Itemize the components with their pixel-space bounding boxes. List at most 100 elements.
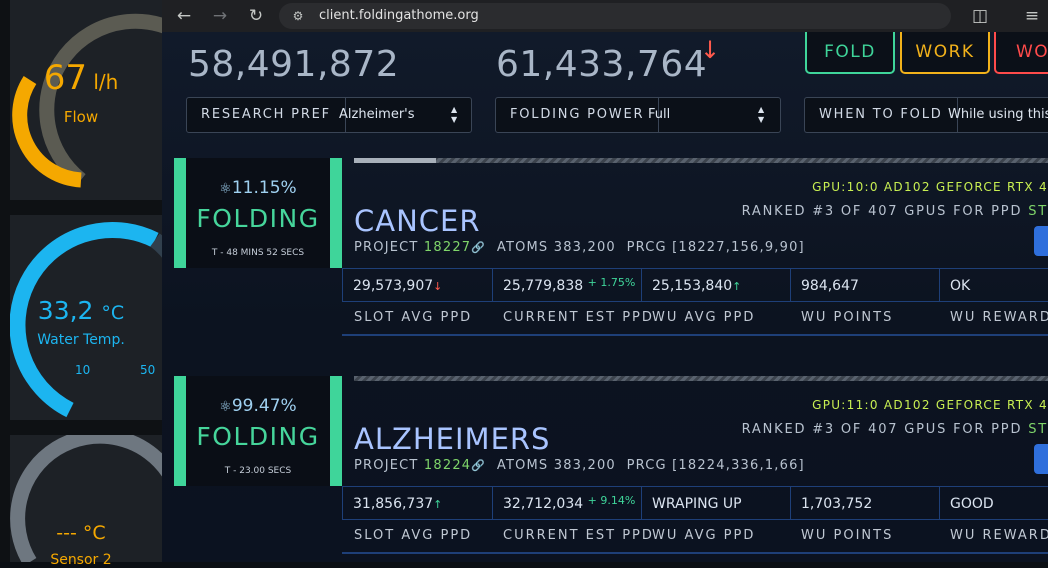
sensor2-gauge-card	[10, 435, 162, 562]
flask-icon: ⚛	[219, 399, 232, 415]
fold-button[interactable]: FOLD	[805, 32, 895, 74]
grid-divider	[342, 552, 1048, 554]
water-gauge-fill	[10, 222, 159, 418]
slot-status-bar-left	[174, 158, 186, 268]
time-remaining: T - 23.00 SECS	[224, 466, 292, 476]
header-wu-avg-ppd: WU AVG PPD	[652, 310, 756, 325]
flow-value: 67 l/h	[43, 58, 119, 98]
header-wu-points: WU POINTS	[801, 310, 894, 325]
cause-title: CANCER	[354, 204, 481, 238]
extensions-icon[interactable]: ◫	[971, 6, 989, 26]
slot-status-2: ⚛99.47% FOLDING T - 23.00 SECS	[174, 376, 342, 486]
link-icon[interactable]: 🔗	[471, 241, 487, 254]
wu-points-cell: 1,703,752	[790, 486, 939, 520]
folding-power-value[interactable]: Full	[648, 107, 671, 122]
sensor2-value: --- °C	[56, 522, 106, 544]
address-bar[interactable]: ⚙ client.foldingathome.org	[279, 3, 951, 29]
header-wu-avg-ppd: WU AVG PPD	[652, 528, 756, 543]
water-temp-max: 50	[140, 363, 156, 377]
research-pref-value[interactable]: Alzheimer's	[339, 107, 415, 122]
folding-power-select[interactable]: FOLDING POWER Full ▲ ▼	[495, 97, 781, 133]
water-temp-label: Water Temp.	[37, 332, 125, 348]
gpu-label: GPU:11:0 AD102 GEFORCE RTX 4	[812, 398, 1048, 412]
water-gauge-track	[150, 233, 162, 258]
gpu-rank: RANKED #3 OF 407 GPUS FOR PPD ST	[741, 422, 1048, 437]
water-temp-value: 33,2 °C	[37, 296, 125, 325]
link-icon[interactable]: 🔗	[471, 459, 487, 472]
research-pref-select[interactable]: RESEARCH PREF Alzheimer's ▲ ▼	[186, 97, 472, 133]
wu-reward-cell: GOOD	[939, 486, 1048, 520]
flow-label: Flow	[63, 108, 99, 126]
when-to-fold-select[interactable]: WHEN TO FOLD While using this	[804, 97, 1048, 133]
slot-state: FOLDING	[196, 422, 320, 451]
water-temp-min: 10	[75, 363, 91, 377]
progress-percent: ⚛99.47%	[219, 396, 297, 416]
reading-list-icon[interactable]: ≡	[1024, 6, 1040, 26]
sensor2-gauge	[10, 435, 162, 562]
total-ppd-value: 58,491,872	[188, 44, 400, 85]
gpu-label: GPU:10:0 AD102 GEFORCE RTX 4	[812, 180, 1048, 194]
slot-stats-grid: 31,856,737↑ 32,712,034 + 9.14% WRAPING U…	[342, 486, 1048, 556]
current-est-ppd-cell: 32,712,034 + 9.14%	[492, 486, 641, 520]
estimated-ppd-value: 61,433,764	[496, 44, 708, 85]
wu-avg-ppd-cell: WRAPING UP	[641, 486, 790, 520]
progress-stripe	[354, 376, 1048, 381]
wu-avg-ppd-cell: 25,153,840↑	[641, 268, 790, 302]
time-remaining: T - 48 MINS 52 SECS	[211, 248, 305, 258]
slot-action-button[interactable]	[1034, 226, 1048, 256]
folding-power-label: FOLDING POWER	[496, 98, 660, 132]
sensor2-label: Sensor 2	[50, 552, 112, 568]
header-current-est-ppd: CURRENT EST PPD	[503, 528, 654, 543]
when-to-fold-value[interactable]: While using this	[948, 107, 1048, 122]
wu-reward-cell: OK	[939, 268, 1048, 302]
cause-title: ALZHEIMERS	[354, 422, 551, 456]
url-text[interactable]: client.foldingathome.org	[319, 8, 479, 23]
flow-gauge	[12, 13, 162, 188]
folding-power-chevron-icon[interactable]: ▲ ▼	[758, 105, 765, 124]
flow-gauge-track	[39, 13, 162, 186]
sensor-dashboard: 67 l/h Flow 33,2 °C Water Temp. 10 50 --…	[0, 0, 162, 568]
slot-status-bar-right	[330, 158, 342, 268]
project-link[interactable]: 18224	[423, 458, 472, 473]
water-gauge-card	[10, 215, 162, 420]
slot-stats-grid: 29,573,907↓ 25,779,838 + 1.75% 25,153,84…	[342, 268, 1048, 338]
research-pref-label: RESEARCH PREF	[187, 98, 346, 132]
header-slot-avg-ppd: SLOT AVG PPD	[354, 528, 473, 543]
research-pref-chevron-icon[interactable]: ▲ ▼	[451, 105, 458, 124]
folding-client-page: 58,491,872 61,433,764 ↓ FOLD WORK WO RES…	[162, 32, 1048, 562]
project-info: PROJECT 18227🔗 ATOMS 383,200 PRCG [18227…	[354, 240, 805, 255]
header-slot-avg-ppd: SLOT AVG PPD	[354, 310, 473, 325]
sensor2-gauge-track	[10, 435, 162, 562]
gpu-rank: RANKED #3 OF 407 GPUS FOR PPD ST	[741, 204, 1048, 219]
when-to-fold-label: WHEN TO FOLD	[805, 98, 958, 132]
back-icon[interactable]: ←	[176, 6, 192, 26]
project-info: PROJECT 18224🔗 ATOMS 383,200 PRCG [18224…	[354, 458, 805, 473]
slot-state: FOLDING	[196, 204, 320, 233]
grid-divider	[342, 334, 1048, 336]
header-wu-reward: WU REWARD	[950, 528, 1048, 543]
estimated-ppd-trend-icon: ↓	[700, 36, 721, 64]
header-wu-reward: WU REWARD	[950, 310, 1048, 325]
flow-gauge-fill	[12, 75, 82, 188]
third-mode-button[interactable]: WO	[994, 32, 1048, 74]
forward-icon[interactable]: →	[212, 6, 228, 26]
slot-status-1: ⚛11.15% FOLDING T - 48 MINS 52 SECS	[174, 158, 342, 268]
slot-card-2: ⚛99.47% FOLDING T - 23.00 SECS ALZHEIMER…	[174, 376, 1048, 556]
slot-status-bar-right	[330, 376, 342, 486]
water-gauge	[10, 222, 162, 418]
progress-percent: ⚛11.15%	[219, 178, 297, 198]
flask-icon: ⚛	[219, 181, 232, 197]
header-current-est-ppd: CURRENT EST PPD	[503, 310, 654, 325]
slot-avg-ppd-cell: 29,573,907↓	[342, 268, 492, 302]
slot-card-1: ⚛11.15% FOLDING T - 48 MINS 52 SECS CANC…	[174, 158, 1048, 338]
project-link[interactable]: 18227	[423, 240, 472, 255]
header-wu-points: WU POINTS	[801, 528, 894, 543]
site-settings-icon[interactable]: ⚙	[292, 9, 304, 23]
reload-icon[interactable]: ↻	[248, 6, 264, 26]
slot-status-bar-left	[174, 376, 186, 486]
work-button[interactable]: WORK	[900, 32, 990, 74]
wu-points-cell: 984,647	[790, 268, 939, 302]
slot-action-button[interactable]	[1034, 444, 1048, 474]
progress-stripe-fill	[354, 158, 436, 163]
slot-avg-ppd-cell: 31,856,737↑	[342, 486, 492, 520]
